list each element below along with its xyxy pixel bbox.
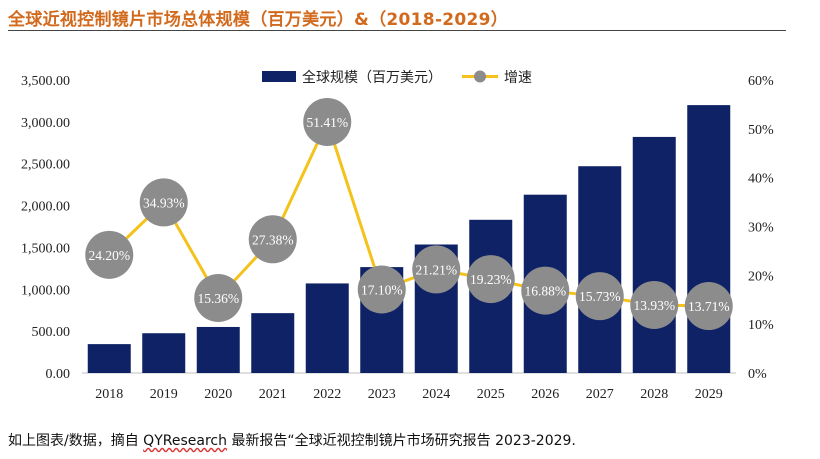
x-tick-label: 2019 [150,387,178,402]
growth-data-label: 21.21% [415,262,457,277]
growth-data-label: 17.10% [361,282,403,297]
y-right-tick-label: 60% [748,74,774,89]
x-tick-label: 2027 [586,387,614,402]
y-left-tick-label: 2,000.00 [21,200,70,215]
y-right-tick-label: 10% [748,318,774,333]
bar-2022 [305,283,349,373]
growth-data-label: 15.36% [197,291,239,306]
growth-markers: 24.20% 34.93% 15.36% 27.38% 51.41% 17.10% 21.2… [85,97,733,331]
growth-marker-2021 [248,215,297,264]
bar-2020 [196,326,240,373]
growth-marker-2028 [630,280,679,329]
legend-line-label: 增速 [504,70,532,86]
growth-marker-2022 [303,97,352,146]
x-tick-label: 2020 [204,387,232,402]
growth-data-label: 19.23% [470,272,512,287]
x-tick-label: 2021 [259,387,287,402]
growth-data-label: 27.38% [252,232,294,247]
bar-2018 [87,344,131,373]
footnote-prefix: 如上图表/数据，摘自 [8,433,144,449]
legend-bar-swatch [262,71,296,82]
growth-marker-2025 [466,255,515,304]
y-left-tick-label: 2,500.00 [21,158,70,173]
y-right-tick-label: 50% [748,123,774,138]
legend: 全球规模（百万美元） 增速 [262,69,532,86]
y-left-tick-label: 1,500.00 [21,241,70,256]
y-left-tick-label: 500.00 [32,325,71,340]
footnote-suffix: 最新报告“全球近视控制镜片市场研究报告 2023-2029. [226,433,576,449]
y-right-tick-label: 20% [748,269,774,284]
x-tick-label: 2024 [422,387,450,402]
footnote-brand: QYResearch [143,433,227,449]
x-tick-label: 2025 [477,387,505,402]
y-right-tick-label: 0% [748,367,767,382]
growth-data-label: 34.93% [143,195,185,210]
chart-title: 全球近视控制镜片市场总体规模（百万美元）&（2018-2029） [8,10,509,30]
x-tick-label: 2026 [531,387,559,402]
y-left-tick-label: 1,000.00 [21,283,70,298]
growth-marker-2019 [139,178,188,227]
bar-2029 [687,105,731,373]
legend-bar-label: 全球规模（百万美元） [302,69,442,86]
y-right-tick-label: 30% [748,221,774,236]
growth-marker-2024 [412,245,461,294]
footnote: 如上图表/数据，摘自 QYResearch 最新报告“全球近视控制镜片市场研究报… [8,430,576,450]
growth-data-label: 24.20% [88,248,130,263]
growth-marker-2027 [575,272,624,321]
bar-2019 [142,333,186,373]
axes: 0.00 500.00 1,000.00 1,500.00 2,000.00 2,500.… [21,74,774,402]
x-tick-label: 2023 [368,387,396,402]
growth-data-label: 13.71% [688,299,730,314]
growth-marker-2020 [194,273,243,322]
x-tick-label: 2022 [313,387,341,402]
growth-data-label: 51.41% [306,115,348,130]
growth-marker-2029 [684,282,733,331]
legend-marker-icon [474,70,486,83]
x-tick-label: 2018 [95,387,123,402]
bar-2028 [632,136,676,373]
y-left-tick-label: 3,500.00 [21,74,70,89]
bar-2021 [251,313,295,373]
y-left-tick-label: 3,000.00 [21,116,70,131]
x-tick-label: 2029 [695,387,723,402]
growth-marker-2018 [85,230,134,279]
growth-data-label: 16.88% [524,284,566,299]
growth-marker-2026 [521,266,570,315]
growth-data-label: 15.73% [579,289,621,304]
y-left-tick-label: 0.00 [46,367,71,382]
bar-2027 [578,166,622,373]
title-divider [8,30,786,31]
y-right-tick-label: 40% [748,172,774,187]
x-tick-label: 2028 [640,387,668,402]
growth-marker-2023 [357,265,406,314]
growth-data-label: 13.93% [633,298,675,313]
